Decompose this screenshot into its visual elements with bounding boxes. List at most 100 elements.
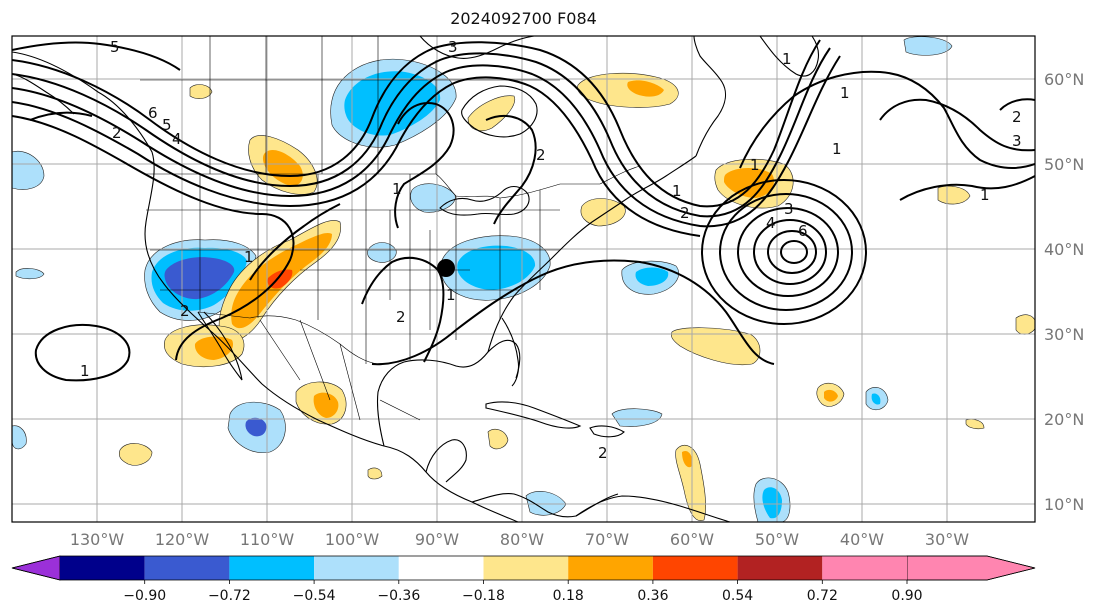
contour-north-atlantic-3 <box>999 98 1035 111</box>
contour-label: 2 <box>680 204 690 222</box>
colorbar-segment <box>229 556 315 580</box>
contour-label: 4 <box>766 214 776 232</box>
coastline-florida <box>501 317 520 387</box>
colorbar-segment <box>822 556 907 580</box>
negative-anomaly-east-pacific-core <box>245 417 267 437</box>
contour-western-trough-3 <box>12 55 841 228</box>
positive-anomaly-antilles <box>675 444 706 521</box>
lat-label: 20°N <box>1044 410 1084 429</box>
coastline-south-america <box>575 495 731 522</box>
lon-label: 70°W <box>585 530 629 549</box>
coastline-alaska-islands <box>12 73 75 115</box>
colorbar-segment <box>737 556 823 580</box>
coastline-cuba <box>485 401 582 429</box>
us-mexico-border <box>197 311 379 365</box>
negative-anomaly-north-atlantic <box>903 36 953 56</box>
positive-anomaly-pacific-small <box>118 443 153 466</box>
coastline-baja <box>197 311 243 381</box>
positive-anomaly-mexico-coast-core <box>313 392 339 418</box>
contour-label: 1 <box>80 362 90 380</box>
colorbar-extend-low <box>11 555 61 581</box>
negative-anomaly-southeast-core <box>457 245 536 290</box>
contour-1-central <box>394 102 455 229</box>
colorbar-tick-label: 0.18 <box>553 588 584 604</box>
contour-label: 1 <box>392 180 402 198</box>
coastline-hispaniola <box>589 425 625 438</box>
coastline-hudson-bay <box>461 85 538 138</box>
lon-label: 50°W <box>755 530 799 549</box>
positive-anomaly-pacific-northwest-core <box>262 149 303 186</box>
contour-deep-trough <box>12 115 295 361</box>
contour-atlantic-low-6 <box>780 240 808 264</box>
lat-label: 10°N <box>1044 495 1084 514</box>
coastline-greenland <box>759 36 820 77</box>
contour-label: 1 <box>832 140 842 158</box>
colorbar-segment <box>568 556 653 580</box>
contour-label: 2 <box>536 146 546 164</box>
negative-anomaly-pacific-tiny <box>15 268 45 280</box>
colorbar-tick-label: 0.90 <box>891 588 922 604</box>
colorbar-outline <box>11 555 1036 581</box>
contour-label: 5 <box>110 38 120 56</box>
lat-label: 50°N <box>1044 155 1084 174</box>
contour-5-alaska <box>12 41 181 71</box>
coastline-canada-east <box>693 36 727 157</box>
colorbar-tick-label: −0.36 <box>377 588 420 604</box>
positive-anomaly-bermuda-east <box>937 185 971 205</box>
contour-western-trough-4 <box>12 76 701 237</box>
positive-anomaly-hudson <box>467 95 516 131</box>
lon-label: 120°W <box>155 530 210 549</box>
contour-atlantic-low-1 <box>701 179 867 325</box>
negative-anomaly-far-west-pacific <box>12 150 45 190</box>
lon-label: 40°W <box>840 530 884 549</box>
positive-anomaly-yucatan-tiny <box>367 467 383 480</box>
contour-label: 1 <box>750 156 760 174</box>
contour-label: 3 <box>448 38 458 56</box>
shaded-anomalies <box>12 36 1035 522</box>
lon-label: 80°W <box>500 530 544 549</box>
negative-anomaly-caribbean-east <box>611 408 663 427</box>
positive-anomaly-central-atlantic-core <box>824 389 838 402</box>
contour-atlantic-low-5 <box>767 230 817 274</box>
contour-ring-west-pacific <box>34 324 131 382</box>
contour-atlantic-1-east <box>899 175 1035 201</box>
contour-north-atlantic-1 <box>739 70 1035 170</box>
colorbar-segment <box>144 556 230 580</box>
map-title: 2024092700 F084 <box>450 9 597 28</box>
colorbar-ticks <box>144 580 908 584</box>
negative-anomaly-small-islands-core <box>871 393 881 405</box>
positive-anomaly-mid-atlantic <box>580 198 626 227</box>
contour-western-trough-1 <box>12 39 821 208</box>
contour-label: 6 <box>798 222 808 240</box>
positive-anomaly-labrador-core <box>627 80 664 97</box>
positive-anomaly-newfoundland-core <box>724 168 775 198</box>
latitude-labels: 60°N 50°N 40°N 30°N 20°N 10°N <box>1044 70 1084 514</box>
colorbar-tick-label: 0.72 <box>807 588 838 604</box>
contour-lines <box>12 39 1035 382</box>
colorbar-segment <box>652 556 738 580</box>
positive-anomaly-caribbean <box>487 428 509 450</box>
contour-label: 1 <box>672 182 682 200</box>
coastline-gulf-of-mexico <box>376 339 521 447</box>
lon-label: 60°W <box>670 530 714 549</box>
contour-atlantic-low-3 <box>737 207 839 297</box>
lon-label: 110°W <box>240 530 295 549</box>
contour-label: 1 <box>840 84 850 102</box>
colorbar: −0.90 −0.72 −0.54 −0.36 −0.18 0.18 0.36 … <box>11 555 1036 604</box>
contour-label: 2 <box>396 308 406 326</box>
contour-label: 2 <box>1012 108 1022 126</box>
map-layers <box>12 36 1035 522</box>
coastline-us-east <box>487 155 697 353</box>
positive-anomaly-far-east <box>1015 314 1035 335</box>
contour-label: 3 <box>1012 132 1022 150</box>
negative-anomaly-texas <box>367 242 397 263</box>
colorbar-tick-label: 0.54 <box>722 588 753 604</box>
city-marker <box>437 259 455 277</box>
contour-atlantic-low-2 <box>719 193 853 311</box>
longitude-labels: 130°W 120°W 110°W 100°W 90°W 80°W 70°W 6… <box>70 530 969 549</box>
us-state-lines <box>146 174 560 364</box>
negative-anomaly-west-edge <box>12 425 27 450</box>
colorbar-segment <box>314 556 399 580</box>
colorbar-segment <box>483 556 569 580</box>
